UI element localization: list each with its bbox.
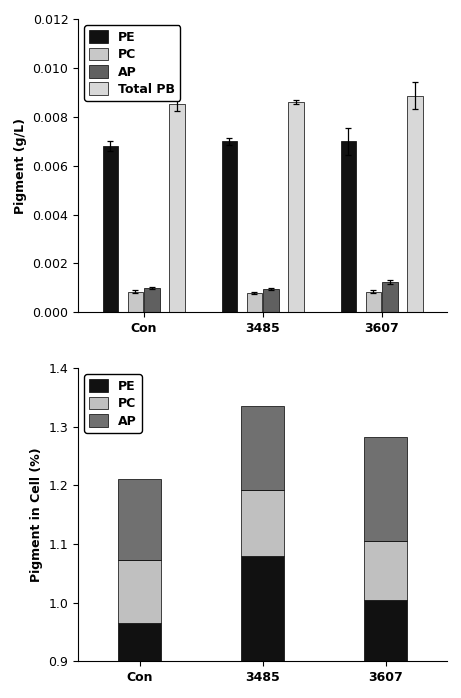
Bar — [128, 292, 143, 313]
Bar — [118, 623, 161, 662]
Bar — [364, 436, 407, 541]
Bar — [288, 102, 304, 313]
Bar — [341, 141, 356, 313]
Bar — [366, 292, 381, 313]
Bar — [241, 490, 284, 556]
Bar — [169, 104, 185, 313]
Bar — [118, 560, 161, 623]
Bar — [407, 96, 423, 313]
Bar — [263, 289, 279, 313]
Bar — [144, 288, 160, 313]
Bar — [364, 541, 407, 600]
Bar — [102, 146, 118, 313]
Bar — [382, 282, 398, 313]
Bar — [241, 556, 284, 662]
Bar — [247, 293, 262, 313]
Y-axis label: Pigment in Cell (%): Pigment in Cell (%) — [30, 447, 43, 582]
Bar — [118, 480, 161, 560]
Bar — [364, 600, 407, 662]
Legend: PE, PC, AP: PE, PC, AP — [84, 374, 142, 433]
Y-axis label: Pigment (g/L): Pigment (g/L) — [14, 118, 27, 214]
Legend: PE, PC, AP, Total PB: PE, PC, AP, Total PB — [84, 25, 180, 101]
Bar — [241, 406, 284, 490]
Bar — [222, 141, 237, 313]
